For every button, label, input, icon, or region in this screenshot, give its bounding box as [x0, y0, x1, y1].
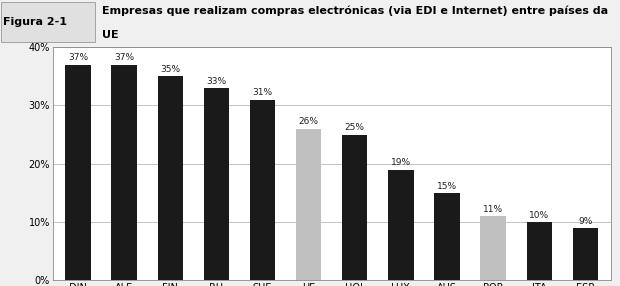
Bar: [388, 170, 414, 280]
Text: 31%: 31%: [252, 88, 273, 97]
FancyBboxPatch shape: [1, 2, 95, 42]
Bar: [157, 76, 183, 280]
Bar: [250, 100, 275, 280]
Text: 26%: 26%: [299, 118, 319, 126]
Text: 25%: 25%: [345, 123, 365, 132]
Text: 33%: 33%: [206, 77, 226, 86]
Text: Figura 2-1: Figura 2-1: [3, 17, 67, 27]
Bar: [434, 193, 459, 280]
Text: 11%: 11%: [483, 205, 503, 214]
Bar: [480, 216, 506, 280]
Text: 37%: 37%: [68, 53, 88, 62]
Text: 35%: 35%: [160, 65, 180, 74]
Bar: [342, 135, 368, 280]
Text: 37%: 37%: [114, 53, 135, 62]
Text: 10%: 10%: [529, 211, 549, 220]
Bar: [573, 228, 598, 280]
Bar: [296, 129, 321, 280]
Bar: [112, 65, 137, 280]
Text: 19%: 19%: [391, 158, 411, 167]
Text: 15%: 15%: [437, 182, 457, 190]
Bar: [204, 88, 229, 280]
Bar: [526, 222, 552, 280]
Text: Empresas que realizam compras electrónicas (via EDI e Internet) entre países da: Empresas que realizam compras electrónic…: [102, 6, 613, 16]
Text: UE: UE: [102, 31, 119, 40]
Text: 9%: 9%: [578, 217, 593, 225]
Bar: [65, 65, 91, 280]
